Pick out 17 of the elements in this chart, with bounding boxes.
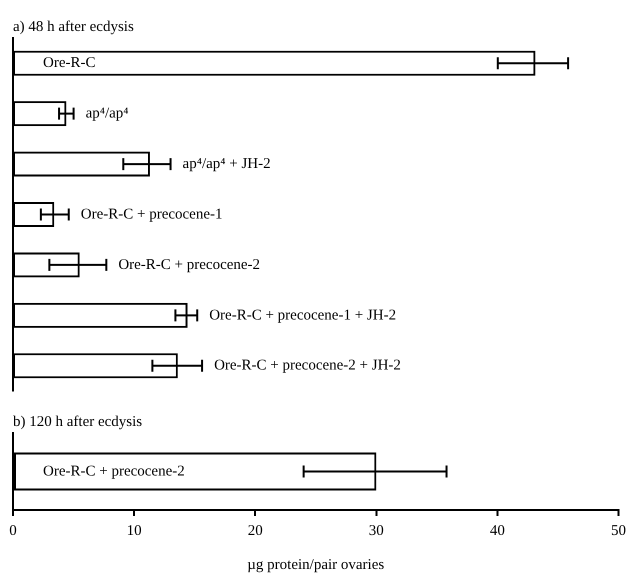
x-tick-label: 40 (490, 522, 505, 539)
chart-title: a) 48 h after ecdysis (13, 18, 134, 35)
x-tick-label: 0 (9, 522, 17, 539)
y-tick-label: Ore-R-C + precocene-2 (118, 256, 260, 273)
x-tick-label: 10 (126, 522, 142, 539)
y-tick-label: ap⁴/ap⁴ + JH-2 (182, 156, 271, 172)
y-tick-label: Ore-R-C + precocene-2 (43, 463, 185, 480)
y-tick-label: Ore-R-C + precocene-1 (80, 206, 222, 222)
chart-title: b) 120 h after ecdysis (13, 414, 142, 430)
y-tick-label: Ore-R-C (43, 55, 96, 72)
x-tick-label: 50 (611, 522, 626, 539)
y-tick-label: ap⁴/ap⁴ (86, 106, 129, 122)
x-axis-title: µg protein/pair ovaries (247, 556, 384, 573)
y-tick-label: Ore-R-C + precocene-2 + JH-2 (214, 358, 401, 374)
y-tick-label: Ore-R-C + precocene-1 + JH-2 (209, 307, 396, 324)
x-tick-label: 20 (248, 522, 263, 539)
x-tick-label: 30 (368, 522, 384, 539)
